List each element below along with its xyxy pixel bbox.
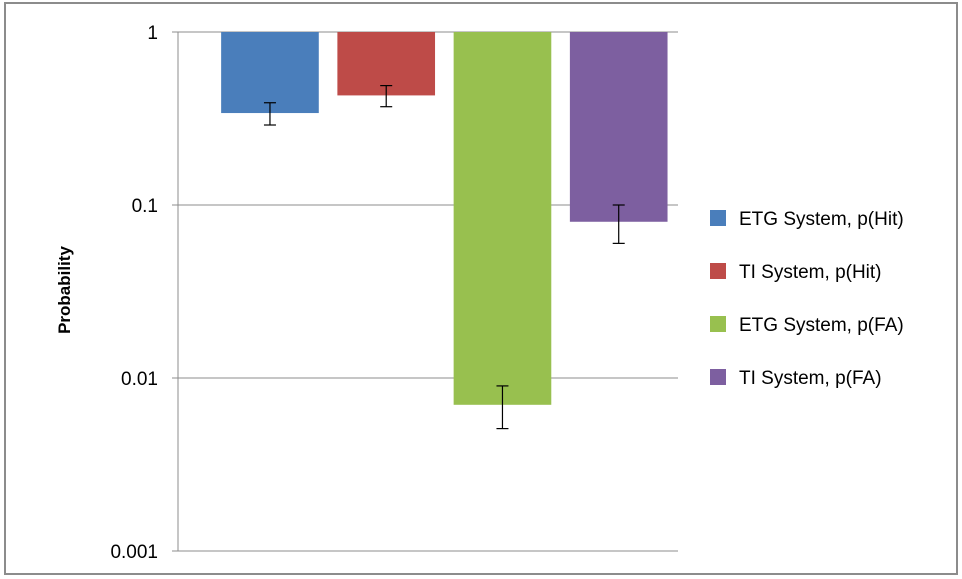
bar-2 [337, 32, 436, 96]
error-bars [263, 84, 625, 430]
y-tick-label: 0.001 [110, 542, 158, 563]
y-axis-title: Probability [55, 246, 74, 334]
legend-swatch-1 [710, 210, 726, 226]
legend-label-2: TI System, p(Hit) [739, 262, 882, 283]
legend-swatch-2 [710, 263, 726, 279]
legend-label-1: ETG System, p(Hit) [739, 209, 904, 230]
legend: ETG System, p(Hit) TI System, p(Hit) ETG S… [710, 209, 904, 389]
y-tick-label: 0.1 [132, 196, 158, 217]
legend-swatch-4 [710, 369, 726, 385]
bar-4 [569, 32, 668, 222]
bars [221, 32, 668, 405]
bar-1 [221, 32, 319, 114]
y-tick-label: 1 [147, 23, 158, 44]
legend-label-4: TI System, p(FA) [739, 368, 882, 389]
legend-label-3: ETG System, p(FA) [739, 315, 904, 336]
y-tick-labels: 1 0.1 0.01 0.001 [110, 23, 158, 563]
bar-3 [453, 32, 552, 405]
y-tick-label: 0.01 [121, 369, 158, 390]
legend-swatch-3 [710, 316, 726, 332]
